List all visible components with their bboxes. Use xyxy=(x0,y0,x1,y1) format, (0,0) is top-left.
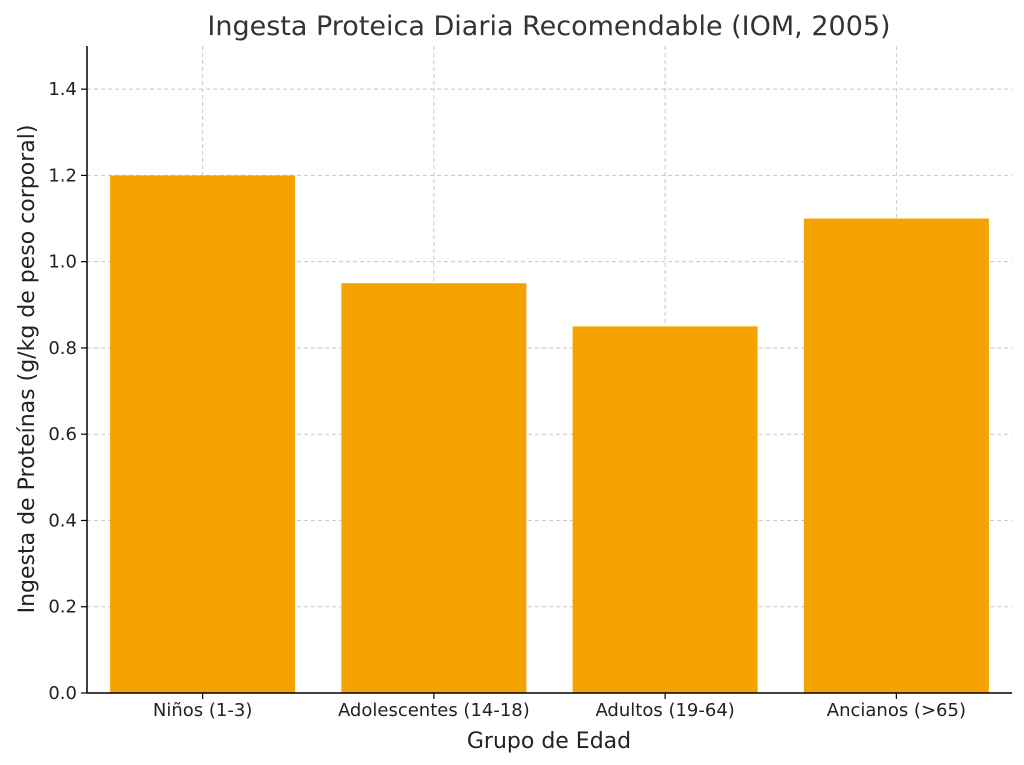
bar xyxy=(110,175,296,693)
bars xyxy=(110,175,989,694)
y-tick-label: 1.4 xyxy=(48,79,77,100)
y-axis-label: Ingesta de Proteínas (g/kg de peso corpo… xyxy=(15,125,40,614)
y-tick-label: 1.2 xyxy=(48,165,77,186)
y-tick-label: 0.8 xyxy=(48,338,77,359)
bar xyxy=(341,283,527,693)
chart-title: Ingesta Proteica Diaria Recomendable (IO… xyxy=(207,11,890,42)
bar xyxy=(803,218,989,694)
y-tick-label: 1.0 xyxy=(48,252,77,273)
x-ticks: Niños (1-3) Adolescentes (14-18) Adultos (… xyxy=(153,693,966,721)
y-tick-label: 0.6 xyxy=(48,424,77,445)
y-tick-label: 0.0 xyxy=(48,683,77,704)
x-tick-label: Adolescentes (14-18) xyxy=(338,700,530,721)
axes xyxy=(86,46,1012,694)
x-axis-label: Grupo de Edad xyxy=(467,729,631,754)
y-tick-label: 0.2 xyxy=(48,597,77,618)
x-tick-label: Ancianos (>65) xyxy=(827,700,966,721)
x-tick-label: Niños (1-3) xyxy=(153,700,252,721)
y-ticks: 0.0 0.2 0.4 0.6 0.8 1.0 1.2 1.4 xyxy=(48,79,87,704)
x-tick-label: Adultos (19-64) xyxy=(595,700,734,721)
y-tick-label: 0.4 xyxy=(48,510,77,531)
bar xyxy=(572,326,758,693)
